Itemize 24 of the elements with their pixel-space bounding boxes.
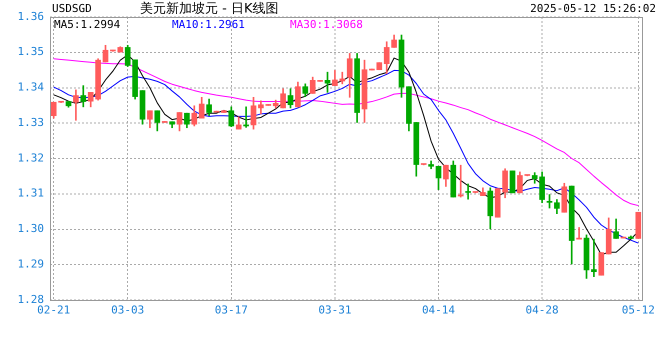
y-tick-label: 1.32 xyxy=(18,151,44,164)
chart-subtitle: 2025-05-12 15:26:02 xyxy=(530,2,656,15)
y-tick-label: 1.31 xyxy=(18,186,44,200)
candlestick xyxy=(324,72,330,93)
x-tick-label: 04-14 xyxy=(422,303,456,316)
y-tick-label: 1.34 xyxy=(18,80,44,94)
candlestick xyxy=(546,194,552,208)
x-tick-label: 03-03 xyxy=(111,303,144,316)
x-tick-label: 02-21 xyxy=(37,303,70,316)
x-tick-label: 03-17 xyxy=(214,303,248,316)
text: MA30:1.3068 xyxy=(290,18,363,31)
x-tick-label: 05-12 xyxy=(622,303,655,316)
y-tick-label: 1.28 xyxy=(18,292,44,306)
text: USDSGD xyxy=(52,2,92,15)
chart-title: 美元新加坡元 - 日K线图 xyxy=(140,0,278,16)
text: MA5:1.2994 xyxy=(54,18,121,31)
y-tick-label: 1.30 xyxy=(18,222,44,236)
text: MA10:1.2961 xyxy=(172,18,245,31)
x-tick-label: 03-31 xyxy=(318,303,352,316)
y-tick-label: 1.35 xyxy=(18,45,44,58)
y-tick-label: 1.36 xyxy=(18,10,44,23)
x-tick-label: 04-28 xyxy=(526,303,559,316)
y-tick-label: 1.33 xyxy=(18,116,44,129)
y-tick-label: 1.29 xyxy=(18,257,44,270)
